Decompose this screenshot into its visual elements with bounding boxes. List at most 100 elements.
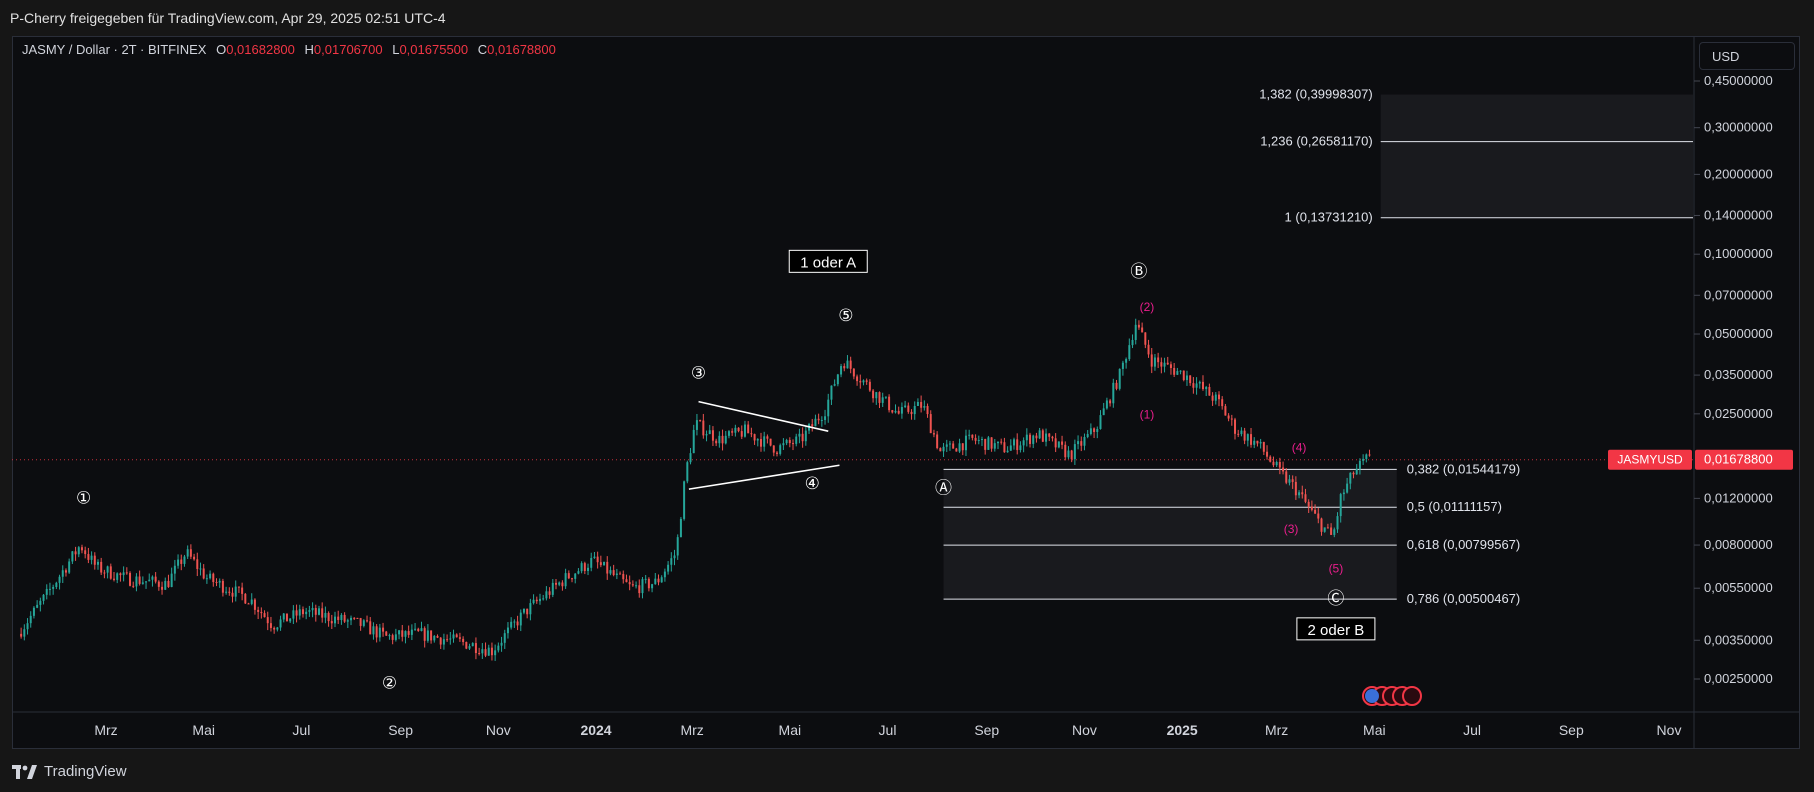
chart-area[interactable]	[12, 36, 1800, 749]
boxed-label: 2 oder B	[1308, 622, 1365, 639]
candle-body	[292, 610, 295, 619]
candle-body	[42, 594, 45, 601]
candle-body	[948, 443, 951, 445]
candle-body	[253, 599, 256, 610]
candle-body	[1362, 458, 1365, 461]
candle-body	[1304, 494, 1307, 502]
candle-body	[1144, 332, 1147, 345]
candle-body	[1073, 444, 1076, 460]
candle-body	[247, 603, 250, 605]
candle-body	[1291, 479, 1294, 482]
candle-body	[836, 374, 839, 385]
candle-body	[189, 549, 192, 557]
symbol-tag-label: JASMYUSD	[1617, 453, 1683, 467]
bottom-bar: TradingView	[0, 752, 1814, 792]
candle-body	[1342, 492, 1345, 495]
candle-body	[404, 631, 407, 637]
candle-body	[1227, 415, 1230, 419]
candle-body	[138, 576, 141, 584]
candle-body	[801, 433, 804, 442]
candle-body	[769, 438, 772, 446]
candle-body	[1147, 344, 1150, 355]
candle-body	[148, 579, 151, 582]
candle-body	[61, 570, 64, 577]
y-tick-label: 0,03500000	[1704, 367, 1773, 382]
y-tick-label: 0,00550000	[1704, 580, 1773, 595]
candle-body	[497, 645, 500, 651]
candle-body	[1250, 434, 1253, 445]
candle-body	[1275, 462, 1278, 466]
candle-body	[1096, 428, 1099, 432]
x-tick-label: Mrz	[94, 722, 117, 738]
candle-body	[388, 635, 391, 637]
y-tick-label: 0,01200000	[1704, 490, 1773, 505]
candle-body	[1217, 394, 1220, 400]
candle-body	[996, 441, 999, 444]
candle-body	[141, 582, 144, 584]
candle-body	[692, 429, 695, 454]
candle-body	[766, 436, 769, 439]
wave-label: Ⓒ	[1327, 589, 1344, 609]
candle-body	[532, 599, 535, 604]
y-tick-label: 0,00350000	[1704, 632, 1773, 647]
candle-body	[350, 617, 353, 621]
x-tick-label: Jul	[292, 722, 310, 738]
candle-body	[1000, 441, 1003, 443]
candle-body	[1333, 529, 1336, 535]
candle-body	[87, 554, 90, 560]
candle-body	[45, 588, 48, 595]
x-tick-label: 2025	[1167, 722, 1198, 738]
candle-body	[827, 399, 830, 417]
candle-body	[215, 582, 218, 584]
candle-body	[340, 614, 343, 621]
x-tick-label: Nov	[1657, 722, 1682, 738]
candle-body	[244, 593, 247, 604]
candle-body	[452, 634, 455, 639]
fib-label: 1,236 (0,26581170)	[1260, 134, 1373, 149]
candle-body	[503, 633, 506, 643]
candle-body	[439, 637, 442, 645]
candle-body	[660, 577, 663, 583]
wave-label: ②	[382, 674, 397, 694]
top-bar: P-Cherry freigegeben für TradingView.com…	[0, 0, 1814, 36]
candle-body	[212, 573, 215, 583]
candle-body	[90, 555, 93, 560]
tradingview-logo[interactable]: TradingView	[12, 752, 127, 792]
candle-body	[955, 448, 958, 452]
candle-body	[609, 570, 612, 574]
candle-body	[587, 567, 590, 572]
candle-body	[945, 444, 948, 447]
candle-body	[695, 420, 698, 430]
candle-body	[1185, 375, 1188, 381]
candle-body	[804, 430, 807, 442]
candle-body	[907, 405, 910, 412]
candle-body	[1349, 472, 1352, 484]
candle-body	[346, 620, 349, 622]
candle-body	[490, 647, 493, 656]
candle-body	[157, 581, 160, 587]
candle-body	[1211, 395, 1214, 401]
x-tick-label: Mrz	[680, 722, 703, 738]
x-tick-label: Sep	[974, 722, 999, 738]
candle-body	[410, 629, 413, 635]
candle-body	[1125, 359, 1128, 363]
candle-body	[727, 431, 730, 436]
candle-body	[221, 580, 224, 593]
candle-body	[564, 573, 567, 587]
candle-body	[366, 620, 369, 622]
candle-body	[1214, 394, 1217, 401]
candle-body	[526, 608, 529, 615]
candle-body	[23, 629, 26, 637]
legend-open-value: 0,01682800	[226, 42, 295, 57]
candle-body	[1003, 442, 1006, 453]
candle-body	[1243, 430, 1246, 441]
candle-body	[359, 618, 362, 626]
candle-body	[64, 570, 67, 573]
fib-label: 0,5 (0,01111157)	[1407, 499, 1502, 514]
candle-body	[1285, 471, 1288, 483]
currency-button[interactable]: USD	[1699, 42, 1795, 70]
candle-body	[314, 608, 317, 615]
candle-body	[718, 435, 721, 444]
candle-body	[952, 443, 955, 449]
